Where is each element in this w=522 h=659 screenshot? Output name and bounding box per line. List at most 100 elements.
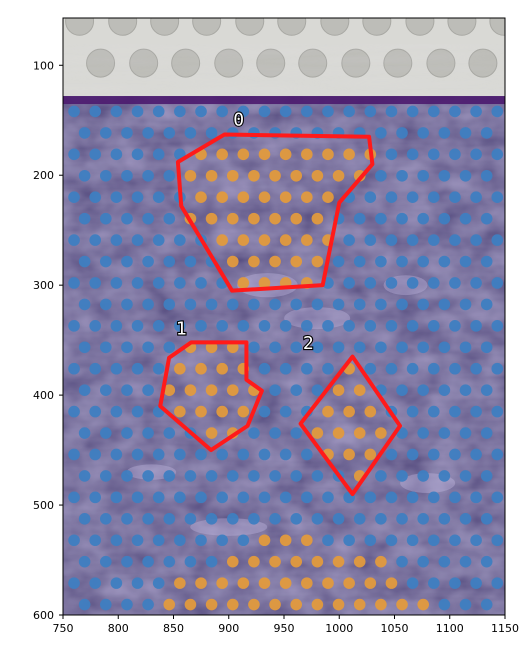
spot xyxy=(449,320,461,332)
spot xyxy=(142,256,154,268)
spot xyxy=(481,127,493,139)
spot xyxy=(312,213,324,225)
spot xyxy=(290,341,302,353)
spot xyxy=(216,449,228,461)
spot xyxy=(417,384,429,396)
plot-svg: 0127508008509009501000105011001150100200… xyxy=(0,0,522,659)
spot xyxy=(121,556,133,568)
spot xyxy=(195,320,207,332)
spot xyxy=(163,341,175,353)
spot xyxy=(481,170,493,182)
spot xyxy=(290,256,302,268)
spot xyxy=(428,406,440,418)
spot xyxy=(259,577,271,589)
spot xyxy=(195,492,207,504)
spot xyxy=(449,106,461,118)
spot xyxy=(449,577,461,589)
spot xyxy=(365,577,377,589)
spot xyxy=(354,256,366,268)
spot xyxy=(121,127,133,139)
spot xyxy=(439,127,451,139)
spot xyxy=(89,406,101,418)
spot xyxy=(227,556,239,568)
spot xyxy=(111,534,123,546)
spot xyxy=(121,427,133,439)
spot xyxy=(68,406,80,418)
spot xyxy=(481,299,493,311)
spot xyxy=(68,492,80,504)
spot xyxy=(290,170,302,182)
spot xyxy=(449,492,461,504)
spot xyxy=(365,534,377,546)
spot xyxy=(216,149,228,161)
spot xyxy=(396,384,408,396)
spot xyxy=(280,234,292,246)
spot xyxy=(354,384,366,396)
spot xyxy=(153,363,165,375)
spot xyxy=(354,556,366,568)
spot xyxy=(206,299,218,311)
spot xyxy=(396,127,408,139)
spot xyxy=(428,149,440,161)
spot xyxy=(312,427,324,439)
spot xyxy=(301,449,313,461)
spot xyxy=(132,234,144,246)
spot xyxy=(142,556,154,568)
spot xyxy=(333,256,345,268)
spot xyxy=(470,577,482,589)
spot xyxy=(407,449,419,461)
spot xyxy=(491,106,503,118)
spot xyxy=(428,577,440,589)
spot xyxy=(396,170,408,182)
spot xyxy=(301,492,313,504)
spot xyxy=(259,106,271,118)
spot xyxy=(68,149,80,161)
spot xyxy=(343,149,355,161)
spot xyxy=(227,213,239,225)
spot xyxy=(386,492,398,504)
spot xyxy=(396,341,408,353)
spot xyxy=(301,191,313,203)
spot xyxy=(301,149,313,161)
spot xyxy=(121,341,133,353)
spot xyxy=(238,449,250,461)
spot xyxy=(407,534,419,546)
spot xyxy=(439,599,451,611)
spot xyxy=(407,320,419,332)
spot xyxy=(417,599,429,611)
spot xyxy=(280,149,292,161)
spot xyxy=(417,513,429,525)
spot xyxy=(449,363,461,375)
spot xyxy=(481,256,493,268)
spot xyxy=(89,277,101,289)
spot xyxy=(111,106,123,118)
spot xyxy=(100,384,112,396)
spot xyxy=(89,363,101,375)
x-tick-label: 1100 xyxy=(436,622,464,635)
spot xyxy=(312,470,324,482)
spot xyxy=(153,149,165,161)
background-image xyxy=(63,7,518,615)
spot xyxy=(491,277,503,289)
spot xyxy=(185,384,197,396)
spot xyxy=(354,299,366,311)
spot xyxy=(142,427,154,439)
spot xyxy=(439,256,451,268)
spot xyxy=(185,599,197,611)
spot xyxy=(206,599,218,611)
spot xyxy=(386,277,398,289)
spot xyxy=(333,384,345,396)
spot xyxy=(216,534,228,546)
spot xyxy=(322,406,334,418)
region-label-0: 0 xyxy=(233,110,244,131)
spot xyxy=(238,320,250,332)
spot xyxy=(428,234,440,246)
spot xyxy=(259,534,271,546)
x-tick-label: 750 xyxy=(53,622,74,635)
spot xyxy=(354,427,366,439)
spot xyxy=(481,556,493,568)
spot xyxy=(68,191,80,203)
spot xyxy=(365,277,377,289)
spot xyxy=(121,299,133,311)
spot xyxy=(481,599,493,611)
